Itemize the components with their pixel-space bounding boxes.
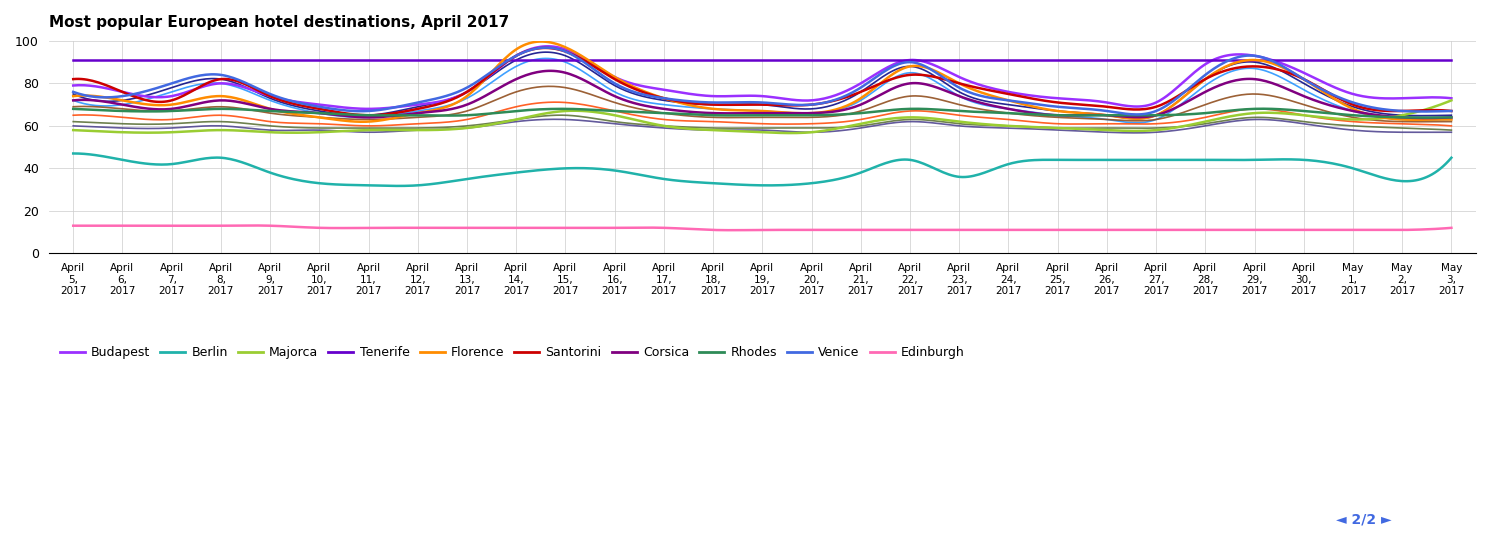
- Legend: Budapest, Berlin, Majorca, Tenerife, Florence, Santorini, Corsica, Rhodes, Venic: Budapest, Berlin, Majorca, Tenerife, Flo…: [55, 341, 969, 364]
- Text: Most popular European hotel destinations, April 2017: Most popular European hotel destinations…: [49, 15, 508, 30]
- Text: ◄ 2/2 ►: ◄ 2/2 ►: [1336, 513, 1393, 527]
